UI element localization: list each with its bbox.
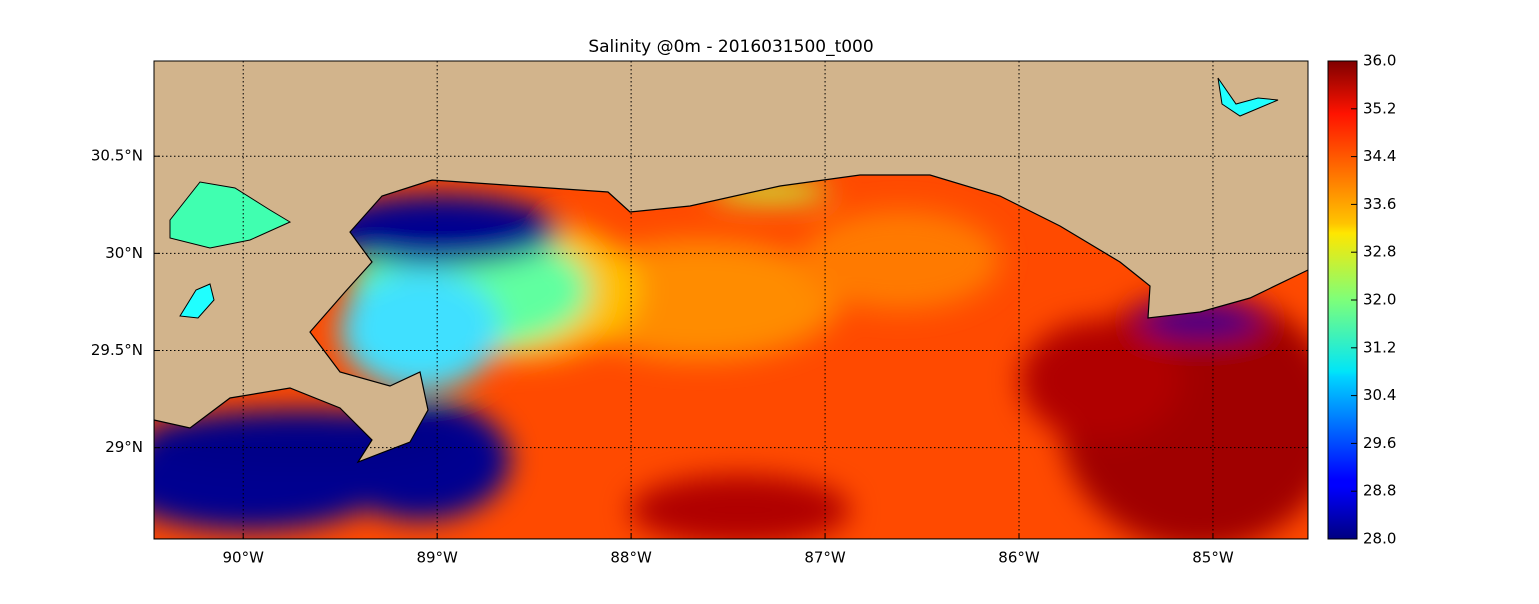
x-tick-label: 86°W: [998, 549, 1040, 567]
lake: [169, 181, 292, 249]
colorbar-tick-label: 36.0: [1363, 52, 1396, 70]
colorbar-tick-label: 30.4: [1363, 386, 1396, 404]
lake: [179, 283, 215, 319]
map-field: [154, 61, 1308, 539]
lake: [1217, 77, 1279, 117]
x-tick-label: 89°W: [416, 549, 458, 567]
x-tick-label: 87°W: [804, 549, 846, 567]
colorbar-tick-label: 28.8: [1363, 482, 1396, 500]
colorbar-tick-label: 35.2: [1363, 99, 1396, 117]
colorbar-tick-label: 28.0: [1363, 530, 1396, 548]
chart-title: Salinity @0m - 2016031500_t000: [588, 37, 873, 57]
y-tick-label: 30°N: [105, 244, 143, 262]
y-tick-label: 29°N: [105, 438, 143, 456]
plot-frame: [153, 60, 1309, 540]
y-tick-label: 29.5°N: [91, 341, 143, 359]
x-tick-label: 90°W: [223, 549, 265, 567]
y-tick-label: 30.5°N: [91, 147, 143, 165]
colorbar-tick-label: 32.8: [1363, 243, 1396, 261]
x-tick-label: 85°W: [1192, 549, 1234, 567]
colorbar-tick-label: 33.6: [1363, 195, 1396, 213]
colorbar-tick-label: 32.0: [1363, 291, 1396, 309]
colorbar-tick-label: 31.2: [1363, 338, 1396, 356]
colorbar-tick-label: 29.6: [1363, 434, 1396, 452]
x-tick-label: 88°W: [610, 549, 652, 567]
colorbar-tick-label: 34.4: [1363, 147, 1396, 165]
